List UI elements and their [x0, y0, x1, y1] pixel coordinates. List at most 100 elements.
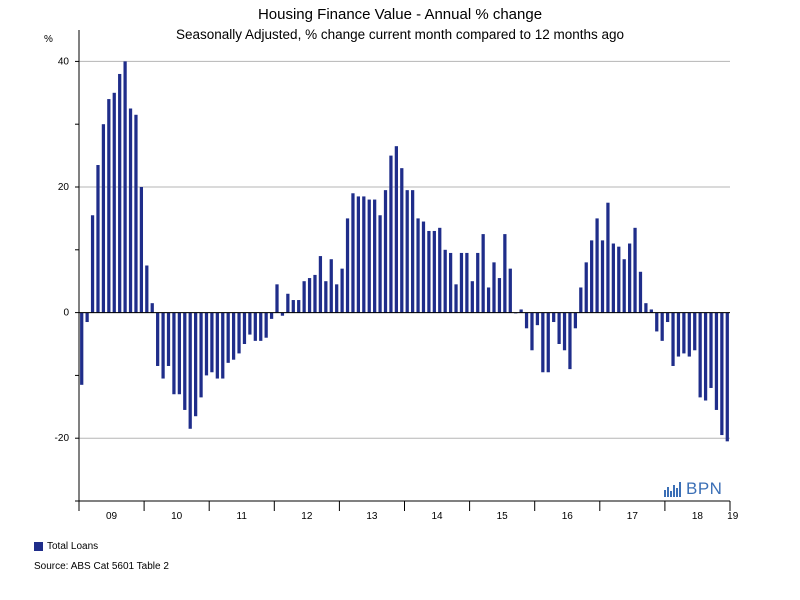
bpn-logo-text: BPN: [686, 479, 723, 498]
bar: [411, 190, 415, 313]
bar: [329, 259, 333, 313]
y-tick-label: -20: [55, 433, 70, 444]
bar: [194, 312, 198, 417]
chart-title: Housing Finance Value - Annual % change: [257, 6, 543, 23]
bar: [242, 312, 247, 344]
bar: [231, 312, 236, 360]
bar: [649, 309, 653, 313]
bar: [665, 312, 670, 323]
bar: [568, 312, 572, 370]
bar: [204, 312, 209, 376]
bar: [698, 312, 702, 398]
bar: [644, 303, 648, 313]
bar: [671, 312, 675, 366]
bar: [313, 274, 317, 313]
bar: [297, 300, 301, 313]
x-tick-label: 17: [627, 511, 639, 522]
bar: [101, 124, 106, 313]
bar: [660, 312, 664, 341]
bar: [687, 312, 691, 357]
y-tick-label: 40: [58, 56, 70, 67]
bar: [156, 312, 160, 366]
bar: [584, 262, 588, 313]
bar: [210, 312, 214, 373]
bar: [633, 227, 637, 313]
bar: [400, 168, 404, 313]
bar: [253, 312, 257, 341]
bar: [611, 243, 615, 313]
bar: [693, 312, 697, 351]
bar: [676, 312, 681, 357]
bar: [438, 227, 442, 313]
legend: Total Loans: [34, 541, 98, 552]
bar: [432, 230, 436, 313]
bar: [367, 199, 371, 313]
bar: [427, 230, 431, 313]
bar: [394, 146, 398, 313]
bar: [470, 281, 474, 313]
bar: [595, 218, 599, 313]
bar: [492, 262, 496, 313]
bar: [720, 312, 724, 436]
bar: [562, 312, 567, 351]
bar: [638, 271, 643, 313]
x-tick-label: 10: [171, 511, 183, 522]
bar: [340, 268, 344, 313]
x-tick-label: 12: [301, 511, 313, 522]
bar: [199, 312, 203, 398]
bar: [552, 312, 556, 323]
bar: [362, 196, 366, 313]
bar: [275, 284, 279, 313]
bar: [128, 108, 133, 313]
bar: [335, 284, 339, 313]
bar: [606, 202, 610, 313]
y-axis-unit-label: %: [44, 34, 53, 45]
bar: [80, 312, 84, 385]
bar: [259, 312, 263, 341]
bar: [579, 287, 583, 313]
y-tick-label: 0: [63, 308, 69, 319]
bar: [405, 190, 409, 313]
bar-layer: [80, 61, 729, 442]
bar: [725, 312, 729, 442]
bar: [139, 187, 144, 313]
bar: [703, 312, 708, 401]
bar: [302, 281, 306, 313]
bar: [248, 312, 252, 335]
x-tick-label: 19: [727, 511, 739, 522]
bar: [373, 199, 377, 313]
bar: [389, 155, 393, 313]
bar: [378, 215, 382, 313]
bar: [107, 99, 111, 313]
bar: [459, 252, 464, 313]
bar: [264, 312, 268, 338]
bar: [221, 312, 225, 379]
x-tick-label: 11: [237, 511, 248, 522]
bar: [573, 312, 578, 329]
bar: [682, 312, 686, 354]
bar: [503, 234, 507, 313]
bar: [465, 252, 469, 313]
bar: [280, 312, 285, 316]
bpn-logo-mark-icon: [664, 482, 681, 497]
bar: [123, 61, 127, 313]
axis-layer: 40 20 0 -20 09 10 11 12 13 14 15 16 17 18 19: [55, 30, 739, 522]
bar: [112, 92, 116, 313]
bar: [416, 218, 420, 313]
bar: [714, 312, 719, 410]
bar: [318, 256, 323, 313]
bar: [307, 278, 312, 313]
bar: [183, 312, 187, 410]
bar: [134, 114, 138, 313]
bar: [524, 312, 529, 329]
bar: [481, 234, 485, 313]
y-tick-label: 20: [58, 182, 70, 193]
bar: [497, 278, 502, 313]
bar: [177, 312, 181, 395]
bar: [85, 312, 89, 323]
bar: [530, 312, 534, 351]
bar: [443, 249, 447, 313]
bar: [655, 312, 659, 332]
bar: [351, 193, 355, 313]
